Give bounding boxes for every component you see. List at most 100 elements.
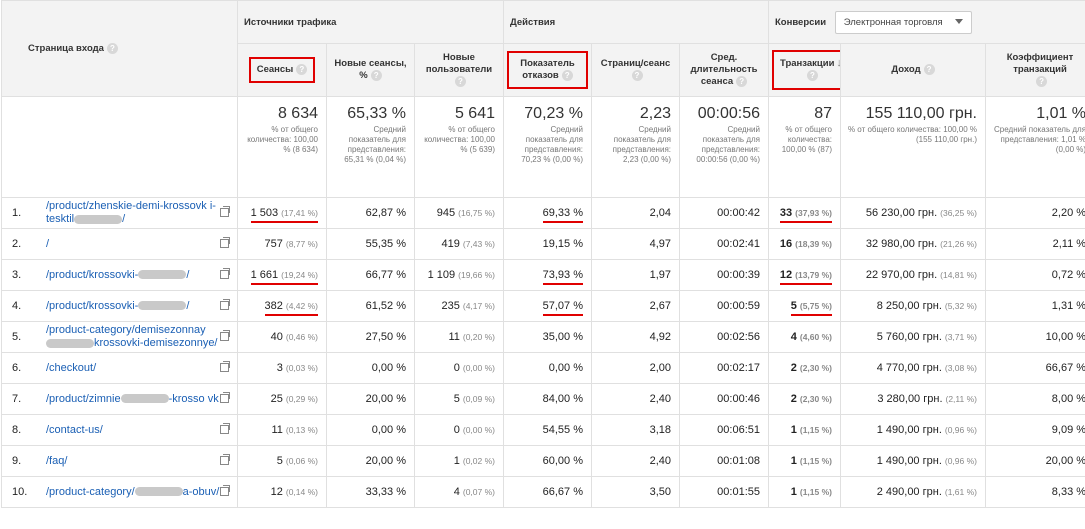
open-link-icon[interactable] xyxy=(220,206,230,217)
open-link-icon[interactable] xyxy=(220,392,230,403)
entry-page-link[interactable]: /product/krossovki- / xyxy=(46,299,190,312)
col-bounce-rate[interactable]: Показатель отказов? xyxy=(503,43,592,97)
entry-page-cell: 5. /product-category/demisezonnaykrossovk… xyxy=(1,321,238,353)
new-users-cell: 1 109 (19,66 %) xyxy=(414,259,504,291)
col-avg-duration[interactable]: Сред. длительность сеанса? xyxy=(679,43,769,97)
conversion-rate-cell: 8,33 % xyxy=(984,476,1085,508)
conversion-type-select[interactable]: Электронная торговля xyxy=(834,10,972,34)
entry-page-link[interactable]: /product/krossovki- / xyxy=(46,268,190,281)
help-icon[interactable]: ? xyxy=(561,69,573,81)
open-link-icon[interactable] xyxy=(220,299,230,310)
table-row[interactable]: 9./faq/5 (0,06 %) 20,00 % 1 (0,02 %) 60,00 % 2… xyxy=(1,445,1085,477)
col-transactions[interactable]: Транзакции↓? xyxy=(768,43,841,97)
pages-per-session-cell: 4,97 xyxy=(591,228,680,260)
row-number: 7. xyxy=(12,393,22,405)
total-conversion-rate: 1,01 % Средний показатель для представлен… xyxy=(984,96,1085,198)
open-link-icon[interactable] xyxy=(220,454,230,465)
row-number: 1. xyxy=(12,207,22,219)
help-icon[interactable]: ? xyxy=(1036,75,1048,87)
open-link-icon[interactable] xyxy=(220,361,230,372)
entry-page-cell: 4. /product/krossovki- / xyxy=(1,290,238,322)
total-bounce-rate: 70,23 % Средний показатель для представле… xyxy=(503,96,592,198)
new-users-cell: 419 (7,43 %) xyxy=(414,228,504,260)
conversion-rate-cell: 0,72 % xyxy=(984,259,1085,291)
group-actions: Действия xyxy=(503,0,769,44)
total-sessions: 8 634% от общего количества: 100,00 % (8… xyxy=(237,96,327,198)
open-link-icon[interactable] xyxy=(220,485,230,496)
bounce-rate-cell: 66,67 % xyxy=(503,476,592,508)
table-row[interactable]: 5. /product-category/demisezonnaykrossovk… xyxy=(1,321,1085,353)
open-link-icon[interactable] xyxy=(220,268,230,279)
redacted-text xyxy=(74,214,123,224)
table-row[interactable]: 4. /product/krossovki-/ 382 (4,42 %) 61,52 %… xyxy=(1,290,1085,322)
col-revenue[interactable]: Доход? xyxy=(840,43,986,97)
new-users-cell: 5 (0,09 %) xyxy=(414,383,504,415)
table-row[interactable]: 2. / 757 (8,77 %) 55,35 % 419 (7,43 %) 19,15 % 4… xyxy=(1,228,1085,260)
new-sessions-cell: 61,52 % xyxy=(326,290,415,322)
row-number: 9. xyxy=(12,455,22,467)
entry-page-link[interactable]: / xyxy=(46,237,50,250)
new-users-cell: 0 (0,00 %) xyxy=(414,414,504,446)
sessions-cell: 757 (8,77 %) xyxy=(237,228,327,260)
conversion-rate-cell: 2,11 % xyxy=(984,228,1085,260)
transactions-cell: 5 (5,75 %) xyxy=(768,290,841,322)
avg-duration-cell: 00:00:42 xyxy=(679,197,769,229)
row-number: 6. xyxy=(12,362,22,374)
transactions-cell: 16 (18,39 %) xyxy=(768,228,841,260)
transactions-cell: 12 (13,79 %) xyxy=(768,259,841,291)
table-row[interactable]: 6./checkout/3 (0,03 %) 0,00 % 0 (0,00 %) 0,00… xyxy=(1,352,1085,384)
table-row[interactable]: 8. /contact-us/11 (0,13 %) 0,00 % 0 (0,00 %) 5… xyxy=(1,414,1085,446)
col-sessions[interactable]: Сеансы? xyxy=(237,43,327,97)
transactions-cell: 2 (2,30 %) xyxy=(768,352,841,384)
entry-page-link[interactable]: /product-category/demisezonnaykrossovki-… xyxy=(46,324,218,349)
entry-page-link[interactable]: /product/zimnie -krosso vk xyxy=(46,392,219,405)
entry-page-link[interactable]: /checkout/ xyxy=(46,361,97,374)
entry-page-header[interactable]: Страница входа? xyxy=(1,0,238,97)
pages-per-session-cell: 3,18 xyxy=(591,414,680,446)
help-icon[interactable]: ? xyxy=(370,69,382,81)
table-row[interactable]: 1. /product/zhenskie-demi-krossovk i-tesk… xyxy=(1,197,1085,229)
total-avg-duration: 00:00:56 Средний показатель для представл… xyxy=(679,96,769,198)
bounce-rate-cell: 35,00 % xyxy=(503,321,592,353)
entry-page-link[interactable]: /product-category/a-obuv/ xyxy=(46,485,220,498)
avg-duration-cell: 00:02:41 xyxy=(679,228,769,260)
revenue-cell: 56 230,00 грн. (36,25 %) xyxy=(840,197,986,229)
bounce-rate-cell: 73,93 % xyxy=(503,259,592,291)
entry-page-link[interactable]: /faq/ xyxy=(46,454,68,467)
open-link-icon[interactable] xyxy=(220,237,230,248)
new-users-cell: 0 (0,00 %) xyxy=(414,352,504,384)
col-conversion-rate[interactable]: Коэффициент транзакций? xyxy=(984,43,1085,97)
revenue-cell: 4 770,00 грн. (3,08 %) xyxy=(840,352,986,384)
open-link-icon[interactable] xyxy=(220,423,230,434)
pages-per-session-cell: 2,40 xyxy=(591,445,680,477)
new-sessions-cell: 62,87 % xyxy=(326,197,415,229)
help-icon[interactable]: ? xyxy=(923,63,935,75)
row-number: 3. xyxy=(12,269,22,281)
col-new-users[interactable]: Новые пользователи? xyxy=(414,43,504,97)
redacted-text xyxy=(138,301,187,311)
help-icon[interactable]: ? xyxy=(806,70,818,82)
help-icon[interactable]: ? xyxy=(631,69,643,81)
redacted-text xyxy=(138,270,187,280)
table-row[interactable]: 3. /product/krossovki-/ 1 661 (19,24 %) 66,7… xyxy=(1,259,1085,291)
help-icon[interactable]: ? xyxy=(106,42,118,54)
entry-page-link[interactable]: /product/zhenskie-demi-krossovk i-teskti… xyxy=(46,200,216,225)
table-row[interactable]: 7. /product/zimnie -krosso vk 25 (0,29 %) 20,… xyxy=(1,383,1085,415)
bounce-rate-cell: 57,07 % xyxy=(503,290,592,322)
sort-desc-icon[interactable]: ↓ xyxy=(836,57,839,69)
help-icon[interactable]: ? xyxy=(296,63,308,75)
transactions-cell: 1 (1,15 %) xyxy=(768,414,841,446)
open-link-icon[interactable] xyxy=(220,330,230,341)
sessions-cell: 12 (0,14 %) xyxy=(237,476,327,508)
table-row[interactable]: 10. /product-category/a-obuv/12 (0,14 %) 33… xyxy=(1,476,1085,508)
col-new-sessions[interactable]: Новые сеансы, %? xyxy=(326,43,415,97)
pages-per-session-cell: 2,67 xyxy=(591,290,680,322)
avg-duration-cell: 00:02:17 xyxy=(679,352,769,384)
help-icon[interactable]: ? xyxy=(455,75,466,87)
entry-page-link[interactable]: /contact-us/ xyxy=(46,423,103,436)
revenue-cell: 5 760,00 грн. (3,71 %) xyxy=(840,321,986,353)
help-icon[interactable]: ? xyxy=(736,75,748,87)
avg-duration-cell: 00:01:08 xyxy=(679,445,769,477)
col-pages-per-session[interactable]: Страниц/сеанс? xyxy=(591,43,680,97)
avg-duration-cell: 00:06:51 xyxy=(679,414,769,446)
